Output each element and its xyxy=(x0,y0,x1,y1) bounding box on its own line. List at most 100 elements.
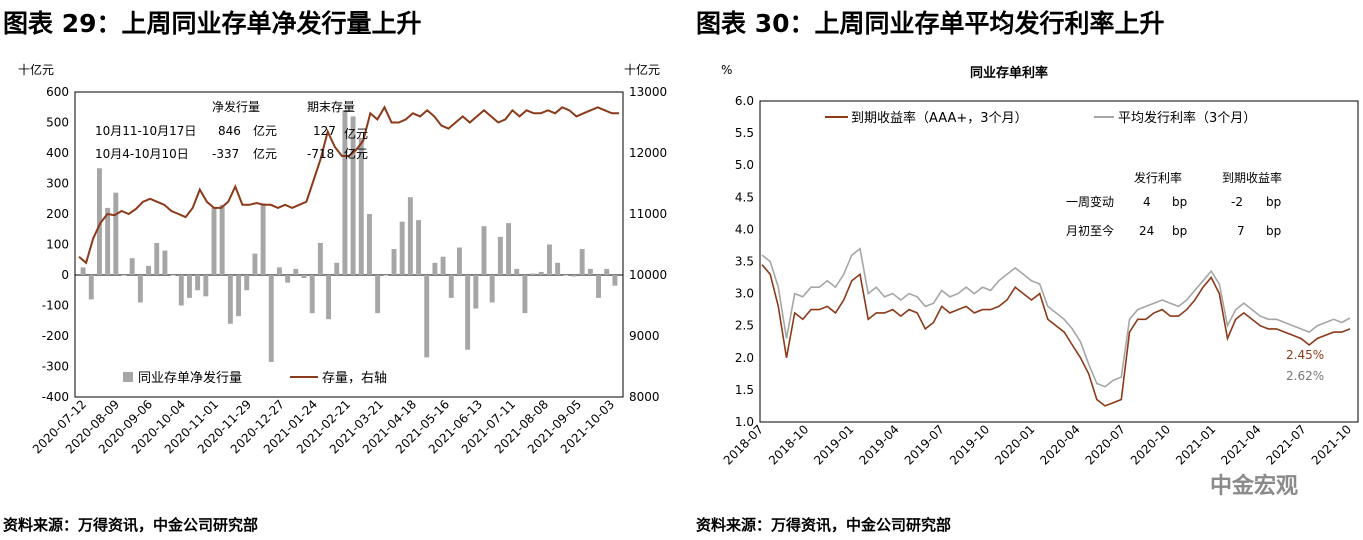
left-y-tick: 100 xyxy=(46,238,69,252)
r-end-label-ytm: 2.45% xyxy=(1286,348,1324,362)
right-y-tick: 8000 xyxy=(629,390,660,404)
r-y-tick: 1.0 xyxy=(735,415,754,429)
net-issuance-bar xyxy=(424,275,430,358)
left-y-tick: 0 xyxy=(61,268,69,282)
net-issuance-bar xyxy=(178,275,184,306)
net-issuance-bar xyxy=(334,262,340,275)
net-issuance-bar xyxy=(604,268,610,275)
net-issuance-bar xyxy=(301,275,307,279)
net-issuance-bar xyxy=(227,275,233,324)
r-ann-header-issue: 发行利率 xyxy=(1134,170,1182,185)
net-issuance-bar xyxy=(211,207,217,275)
net-issuance-bar xyxy=(579,249,585,275)
legend-bars-swatch xyxy=(123,372,133,382)
net-issuance-bar xyxy=(596,275,601,298)
net-issuance-bar xyxy=(358,137,364,275)
r-ann-row2-u1: bp xyxy=(1172,224,1187,238)
net-issuance-bar xyxy=(252,253,258,275)
net-issuance-bar xyxy=(383,275,389,276)
r-y-tick: 2.0 xyxy=(735,351,754,365)
left-y-tick: 200 xyxy=(46,207,69,221)
r-y-tick: 2.5 xyxy=(735,319,754,333)
net-issuance-bar xyxy=(563,275,569,276)
net-issuance-bar xyxy=(154,242,160,275)
net-issuance-bar xyxy=(440,256,446,275)
r-ann-row2-v1: 24 xyxy=(1139,224,1154,238)
left-y-tick: -400 xyxy=(42,390,69,404)
net-issuance-bar xyxy=(342,110,348,275)
r-y-axis-labels: 1.0 1.5 2.0 2.5 3.0 3.5 4.0 4.5 5.0 5.5 6.0 xyxy=(735,94,754,429)
net-issuance-bar xyxy=(497,236,503,275)
net-issuance-bar xyxy=(506,223,511,275)
r-y-tick: 3.0 xyxy=(735,287,754,301)
right-y-tick: 12000 xyxy=(629,146,667,160)
left-y-tick: 600 xyxy=(46,85,69,99)
left-x-axis-labels: 2020-07-122020-08-092020-09-062020-10-04… xyxy=(30,397,617,456)
net-issuance-bar xyxy=(162,250,168,275)
net-issuance-bar xyxy=(407,197,413,275)
r-y-tick: 4.0 xyxy=(735,222,754,236)
right-y-unit: 十亿元 xyxy=(624,62,660,77)
net-issuance-bar xyxy=(137,275,143,303)
r-legend-ytm-label: 到期收益率（AAA+，3个月） xyxy=(851,110,1028,126)
r-y-unit: % xyxy=(721,63,732,77)
r-ann-row1-label: 一周变动 xyxy=(1066,194,1114,209)
left-y-tick: -100 xyxy=(42,299,69,313)
r-end-label-avg: 2.62% xyxy=(1286,369,1324,383)
r-x-tick: 2020-07 xyxy=(1083,422,1128,467)
r-x-tick: 2019-04 xyxy=(856,422,901,467)
r-x-tick: 2021-04 xyxy=(1218,422,1263,467)
r-x-tick: 2018-07 xyxy=(721,422,766,467)
net-issuance-bar xyxy=(293,268,299,275)
net-issuance-bar xyxy=(146,265,151,275)
net-issuance-bar xyxy=(80,267,86,275)
ann-row1-net: 846 xyxy=(218,124,241,138)
r-y-tick: 3.5 xyxy=(735,255,754,269)
r-x-tick: 2019-07 xyxy=(902,422,947,467)
r-y-tick: 6.0 xyxy=(735,94,754,108)
r-x-tick: 2019-10 xyxy=(947,422,992,467)
r-ann-row2-v2: 7 xyxy=(1237,224,1245,238)
net-issuance-bar xyxy=(571,275,577,277)
r-y-tick: 5.5 xyxy=(735,126,754,140)
right-y-axis-labels: 8000 9000 10000 11000 12000 13000 xyxy=(629,85,667,404)
r-x-tick: 2021-01 xyxy=(1173,422,1218,467)
right-source-note: 资料来源：万得资讯，中金公司研究部 xyxy=(696,516,952,534)
r-x-axis-labels: 2018-07 2018-10 2019-01 2019-04 2019-07 2019-… xyxy=(721,422,1354,467)
legend-line-label: 存量，右轴 xyxy=(322,371,387,386)
r-ann-row2-label: 月初至今 xyxy=(1066,223,1114,238)
left-plot-frame xyxy=(74,91,624,398)
net-issuance-bar xyxy=(522,275,528,314)
net-issuance-bar xyxy=(195,275,201,291)
ann-row1-period: 10月11-10月17日 xyxy=(95,124,196,138)
net-issuance-bar xyxy=(432,262,438,275)
net-issuance-bar xyxy=(268,275,274,362)
net-issuance-bar xyxy=(514,268,520,275)
net-issuance-bar xyxy=(170,275,176,276)
net-issuance-bar xyxy=(113,192,119,275)
net-issuance-bar xyxy=(309,275,315,314)
left-y-tick: -200 xyxy=(42,329,69,343)
net-issuance-bar xyxy=(219,204,225,275)
r-ann-header-ytm: 到期收益率 xyxy=(1222,170,1282,185)
left-chart-title: 图表 29：上周同业存单净发行量上升 xyxy=(3,9,422,38)
net-issuance-bar xyxy=(391,249,397,275)
stock-line xyxy=(78,105,619,265)
net-issuance-bar xyxy=(481,226,487,275)
net-issuance-bar xyxy=(416,220,421,275)
avg-issue-rate-line xyxy=(761,247,1351,388)
r-y-tick: 1.5 xyxy=(735,383,754,397)
net-issuance-bar xyxy=(187,275,192,298)
ann-row2-net: -337 xyxy=(212,147,239,161)
ann-header-net: 净发行量 xyxy=(212,99,260,114)
net-issuance-bar xyxy=(547,244,552,275)
left-y-tick: 500 xyxy=(46,116,69,130)
left-source-note: 资料来源：万得资讯，中金公司研究部 xyxy=(3,516,259,534)
net-issuance-bar xyxy=(375,275,381,314)
left-y-tick: -300 xyxy=(42,360,69,374)
net-issuance-bar xyxy=(277,267,282,275)
net-issuance-bar xyxy=(612,275,618,286)
net-issuance-bars xyxy=(80,110,618,362)
net-issuance-bar xyxy=(285,275,291,283)
